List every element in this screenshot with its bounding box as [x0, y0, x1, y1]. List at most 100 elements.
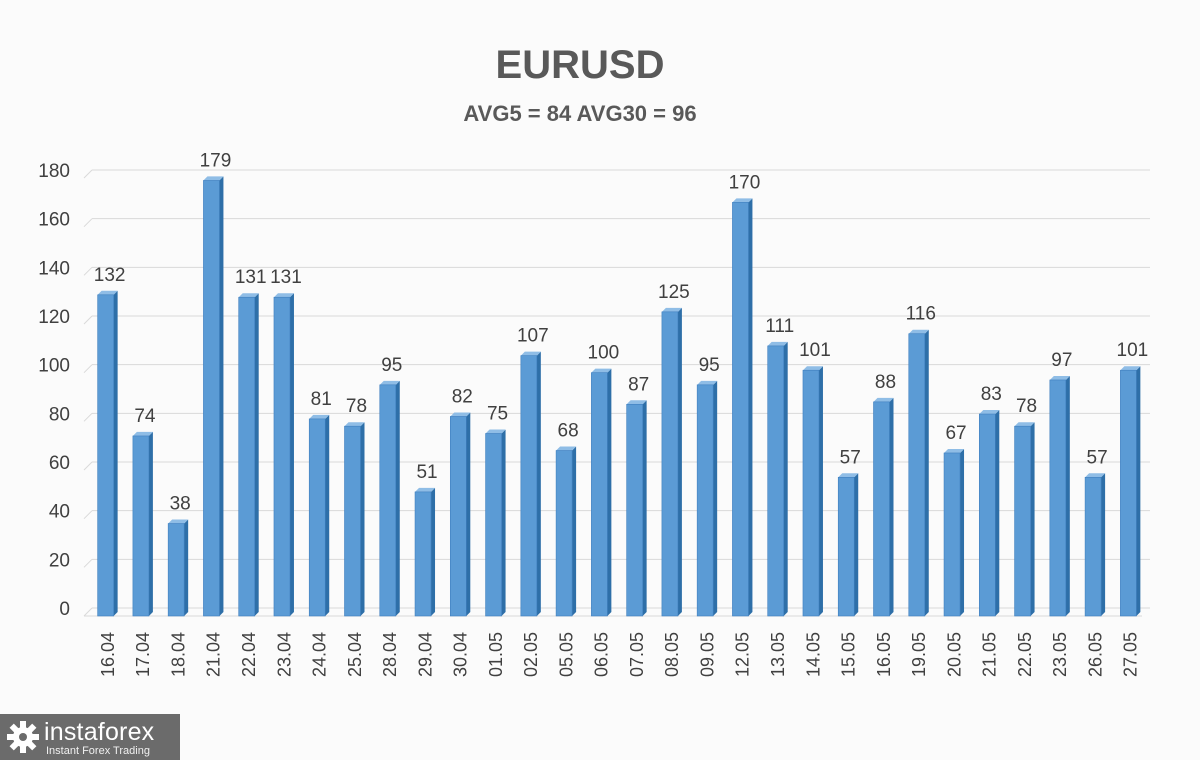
bar-front [203, 180, 220, 617]
bar-side [1030, 422, 1035, 616]
bar [97, 290, 118, 617]
data-label: 74 [134, 406, 156, 427]
data-label: 82 [452, 386, 473, 407]
x-tick-label: 27.05 [1121, 632, 1141, 677]
bar-top [661, 307, 682, 312]
bar [1084, 473, 1106, 617]
bar-front [802, 369, 820, 617]
gridline-depth [83, 461, 93, 471]
bar [449, 412, 471, 617]
chart-subtitle: AVG5 = 84 AVG30 = 96 [463, 101, 696, 126]
bar-top [697, 380, 718, 385]
bar-front [449, 416, 467, 617]
bar-side [924, 329, 929, 616]
data-label: 68 [558, 421, 579, 442]
bar-side [536, 351, 541, 616]
bar-top [979, 410, 1000, 415]
gridline-depth [83, 315, 93, 325]
bar-side [1101, 473, 1106, 616]
bar-front [767, 345, 785, 617]
x-tick-label: 16.05 [874, 632, 894, 677]
bar-top [415, 487, 436, 492]
bar-top [1014, 422, 1035, 427]
bar [908, 329, 929, 617]
data-label: 97 [1051, 350, 1072, 371]
gridline-depth [83, 558, 93, 568]
y-tick-label: 140 [38, 258, 70, 279]
x-tick-label: 07.05 [627, 632, 647, 677]
bar-front [1120, 369, 1137, 617]
bar-side [607, 368, 612, 616]
bar [873, 397, 894, 617]
x-tick-label: 08.05 [662, 632, 682, 677]
bar-top [344, 422, 365, 427]
bar [167, 519, 189, 617]
bar-top [1049, 375, 1070, 380]
y-tick-label: 80 [49, 404, 70, 425]
bar-front [943, 452, 961, 617]
bar-front [873, 401, 890, 617]
bar-front [97, 294, 114, 617]
y-axis: 0 20 40 60 80 100 120 140 160 180 [38, 161, 70, 620]
gridline-depth [83, 218, 93, 228]
x-tick-label: 14.05 [803, 632, 823, 677]
data-label: 100 [588, 343, 620, 364]
bar-top [1120, 366, 1141, 371]
bar-side [113, 290, 118, 616]
bar-top [626, 400, 647, 405]
x-tick-label: 15.05 [839, 632, 859, 677]
bar-front [626, 403, 643, 617]
bar [732, 198, 753, 617]
data-label: 51 [416, 462, 437, 483]
bar-top [379, 380, 400, 385]
data-label: 101 [799, 340, 831, 361]
y-tick-label: 100 [38, 356, 70, 377]
bar-top [1085, 473, 1106, 478]
bar [379, 380, 400, 617]
bar-side [889, 397, 894, 616]
bar-front [978, 413, 996, 617]
bar-front [344, 425, 361, 617]
bar-side [148, 431, 153, 616]
bar-top [556, 446, 577, 451]
bar [520, 351, 541, 617]
gridlines [83, 169, 1150, 617]
bar-top [450, 412, 471, 417]
bar-side [960, 448, 965, 616]
bar-side [219, 176, 224, 616]
x-tick-label: 23.04 [274, 632, 294, 677]
bars [97, 176, 1141, 617]
x-tick-label: 02.05 [521, 632, 541, 677]
bar [238, 293, 259, 617]
bar [132, 431, 153, 617]
bar-side [995, 410, 1000, 616]
bar-front [591, 372, 608, 617]
instaforex-logo: instaforex Instant Forex Trading [0, 714, 180, 760]
bar [1120, 366, 1141, 617]
x-tick-label: 21.04 [204, 632, 224, 677]
bar-side [1136, 366, 1141, 616]
data-label: 116 [906, 304, 936, 325]
x-tick-label: 23.05 [1050, 632, 1070, 677]
x-tick-label: 09.05 [697, 632, 717, 677]
x-axis: 16.04 17.04 18.04 21.04 22.04 23.04 24.04 25.04… [98, 632, 1141, 677]
y-tick-label: 180 [38, 161, 70, 182]
bar-front [167, 523, 185, 617]
bar [555, 446, 577, 617]
bar [344, 422, 365, 617]
bar-top [520, 351, 541, 356]
bar-top [203, 176, 224, 181]
y-tick-label: 40 [49, 502, 70, 523]
bar-side [254, 293, 259, 616]
x-tick-label: 30.04 [451, 632, 471, 677]
bar-top [309, 414, 330, 419]
y-tick-label: 60 [49, 453, 70, 474]
bar [1049, 375, 1070, 617]
bar [943, 448, 965, 617]
data-label: 75 [487, 404, 508, 425]
bar-side [642, 400, 647, 616]
x-tick-label: 25.04 [345, 632, 365, 677]
bar-front [1014, 425, 1031, 617]
bar-side [854, 473, 859, 616]
y-tick-label: 160 [38, 210, 70, 231]
